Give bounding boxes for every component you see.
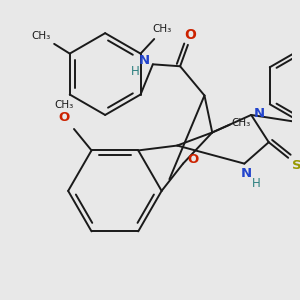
Text: H: H <box>131 64 140 78</box>
Text: N: N <box>139 54 150 67</box>
Text: S: S <box>292 159 300 172</box>
Text: O: O <box>184 28 196 42</box>
Text: CH₃: CH₃ <box>31 31 50 41</box>
Text: N: N <box>254 106 265 119</box>
Text: CH₃: CH₃ <box>152 24 172 34</box>
Text: N: N <box>241 167 252 180</box>
Text: CH₃: CH₃ <box>232 118 251 128</box>
Text: O: O <box>187 153 198 166</box>
Text: O: O <box>58 111 70 124</box>
Text: H: H <box>252 177 260 190</box>
Text: CH₃: CH₃ <box>55 100 74 110</box>
